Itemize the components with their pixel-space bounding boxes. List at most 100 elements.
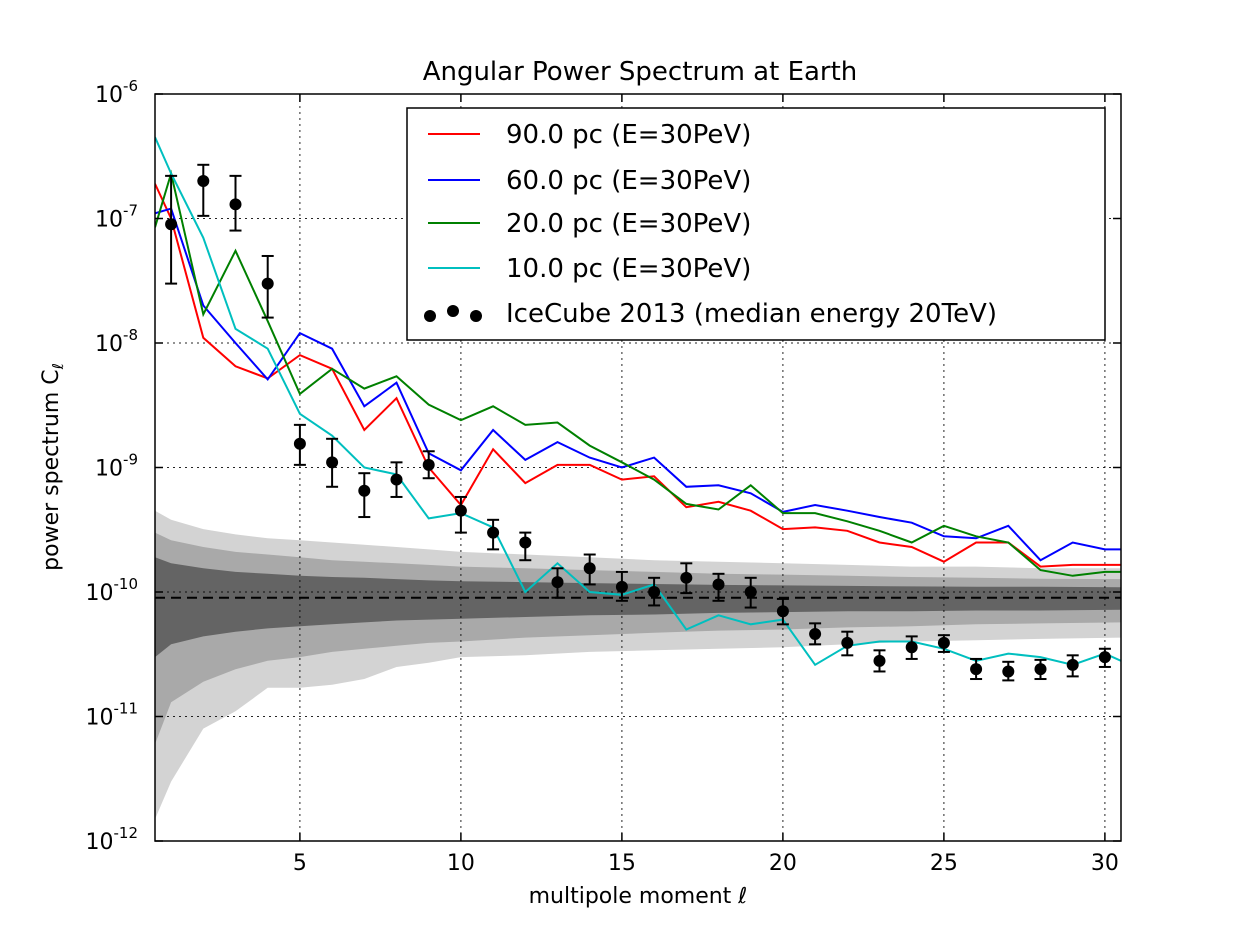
data-point-marker [358, 484, 371, 497]
y-axis-label-main: power spectrum C [39, 369, 64, 570]
y-tick-label: 10-8 [95, 326, 138, 357]
y-tick-label-base: 10 [86, 581, 114, 606]
data-point-marker [744, 586, 757, 598]
legend-marker-observed [447, 305, 459, 317]
data-point-marker [1034, 663, 1047, 676]
y-tick-label-exponent: -10 [114, 575, 139, 593]
x-tick-label: 5 [293, 851, 307, 876]
y-tick-label: 10-11 [86, 700, 139, 731]
observed-point-l22 [841, 630, 854, 657]
data-point-marker [615, 580, 628, 593]
observed-point-l29 [1066, 654, 1079, 678]
data-point-marker [422, 458, 435, 471]
observed-point-l24 [905, 635, 918, 660]
observed-point-l10 [454, 495, 467, 534]
observed-point-l19 [744, 576, 757, 609]
y-tick-label: 10-12 [86, 824, 139, 855]
legend-marker-observed [424, 310, 436, 322]
data-point-marker [809, 627, 822, 640]
legend-label-60-0-pc-e-30pev: 60.0 pc (E=30PeV) [506, 166, 751, 196]
observed-point-l11 [487, 518, 500, 551]
series-line-60-0-pc-e-30pev [155, 207, 1121, 562]
observed-point-l16 [648, 576, 661, 607]
y-axis-label: power spectrum Cℓ [39, 363, 67, 571]
observed-point-l12 [519, 531, 532, 562]
data-point-marker [326, 456, 339, 469]
observed-point-l23 [873, 649, 886, 673]
y-tick-label-base: 10 [95, 457, 123, 482]
data-point-marker [551, 576, 564, 589]
data-point-marker [873, 654, 886, 667]
observed-point-l9 [422, 450, 435, 480]
observed-point-l8 [390, 461, 403, 498]
legend-label-20-0-pc-e-30pev: 20.0 pc (E=30PeV) [506, 209, 751, 239]
observed-point-l1 [165, 174, 178, 285]
observed-point-l3 [229, 174, 242, 232]
legend-box [406, 107, 1106, 341]
observed-point-l5 [293, 423, 306, 466]
y-tick-label-base: 10 [95, 208, 123, 233]
observed-point-l21 [809, 622, 822, 646]
y-tick-label-exponent: -9 [123, 451, 138, 469]
data-point-marker [1066, 658, 1079, 671]
data-point-marker [390, 473, 403, 486]
legend: 90.0 pc (E=30PeV) 60.0 pc (E=30PeV) 20.0 p… [406, 107, 1106, 341]
x-axis: 5 10 15 20 25 30 [293, 94, 1119, 876]
y-tick-label-base: 10 [86, 830, 114, 855]
y-tick-label-exponent: -12 [114, 824, 139, 842]
legend-label-10-0-pc-e-30pev: 10.0 pc (E=30PeV) [506, 254, 751, 284]
data-point-marker [519, 536, 532, 549]
observed-point-l4 [261, 254, 274, 319]
plot-area [155, 94, 1121, 841]
y-tick-label-exponent: -11 [114, 700, 139, 718]
observed-point-l15 [615, 570, 628, 602]
y-tick-label-exponent: -6 [123, 77, 138, 95]
y-tick-label-exponent: -8 [123, 326, 138, 344]
series-line-90-0-pc-e-30pev [155, 183, 1121, 568]
x-tick-label: 15 [608, 851, 636, 876]
y-tick-label: 10-7 [95, 202, 138, 233]
data-point-marker [841, 636, 854, 649]
data-point-marker [1098, 651, 1111, 664]
observed-point-l20 [776, 597, 789, 626]
observed-point-l7 [358, 472, 371, 519]
data-point-marker [487, 526, 500, 539]
observed-point-l28 [1034, 658, 1047, 681]
observed-point-l17 [680, 562, 693, 595]
legend-label-90-0-pc-e-30pev: 90.0 pc (E=30PeV) [506, 120, 751, 150]
observed-point-l2 [197, 163, 210, 217]
y-tick-label-base: 10 [86, 706, 114, 731]
legend-marker-observed [470, 310, 482, 322]
x-tick-label: 30 [1091, 851, 1119, 876]
y-tick-label-exponent: -7 [123, 202, 138, 220]
data-point-marker [1002, 665, 1015, 678]
legend-label-observed: IceCube 2013 (median energy 20TeV) [506, 299, 997, 329]
data-point-marker [197, 175, 210, 188]
observed-point-l26 [970, 657, 983, 681]
y-axis-label-subscript: ℓ [49, 363, 67, 370]
data-point-marker [454, 504, 467, 517]
observed-points [165, 163, 1111, 682]
confidence-band-3 [155, 557, 1121, 658]
series-line-20-0-pc-e-30pev [155, 169, 1121, 577]
data-point-marker [293, 437, 306, 450]
data-point-marker [229, 198, 242, 211]
y-tick-label: 10-9 [95, 451, 138, 482]
legend-entries: 90.0 pc (E=30PeV) 60.0 pc (E=30PeV) 20.0 p… [424, 120, 997, 329]
data-point-marker [937, 636, 950, 649]
data-point-marker [583, 562, 596, 575]
confidence-bands [155, 510, 1121, 820]
observed-point-l6 [326, 437, 339, 488]
x-axis-label: multipole moment ℓ [529, 884, 748, 909]
y-tick-label: 10-10 [86, 575, 139, 606]
x-tick-label: 10 [447, 851, 475, 876]
data-point-marker [970, 663, 983, 676]
y-tick-label: 10-6 [95, 77, 138, 108]
observed-point-l14 [583, 553, 596, 586]
observed-point-l13 [551, 567, 564, 599]
data-point-marker [776, 605, 789, 618]
x-tick-label: 25 [930, 851, 958, 876]
observed-point-l18 [712, 572, 725, 602]
y-tick-label-base: 10 [95, 332, 123, 357]
